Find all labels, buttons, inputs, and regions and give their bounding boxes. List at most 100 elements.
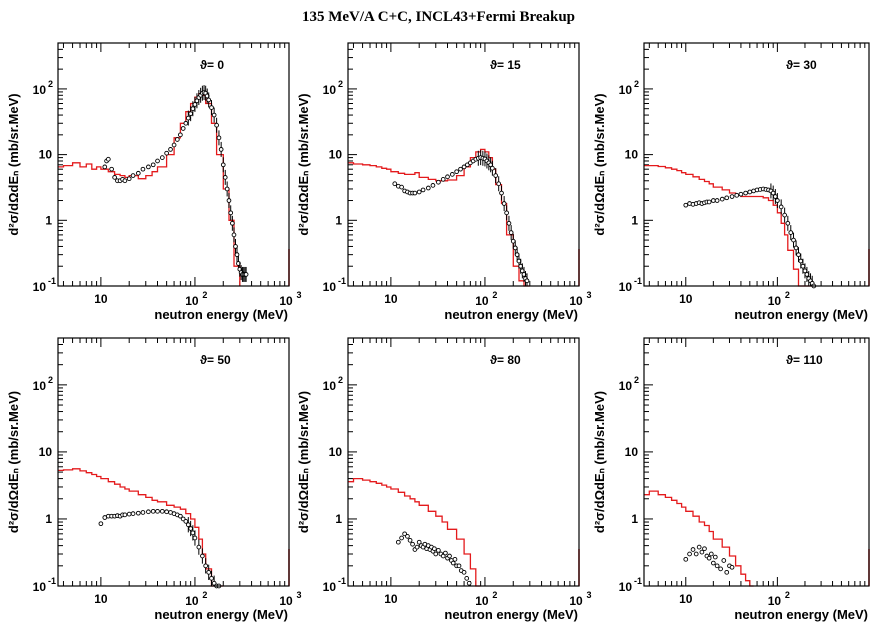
data-point [706, 555, 712, 561]
y-tick-label: 10 [329, 445, 343, 459]
data-point [416, 539, 422, 545]
y-tick-label: 1 [45, 512, 52, 526]
angle-label: ϑ= 110 [786, 353, 823, 367]
data-point [461, 164, 467, 170]
y-tick-exponent: 2 [48, 375, 53, 385]
data-point [690, 547, 696, 552]
data-point [168, 147, 173, 152]
x-axis-label: neutron energy (MeV) [734, 307, 868, 322]
data-point [178, 132, 183, 138]
x-tick-label: 10 [475, 594, 489, 608]
y-tick-label: 10 [619, 83, 633, 97]
data-point [140, 510, 146, 515]
plot-frame [57, 337, 290, 587]
data-point [150, 508, 156, 514]
x-tick-label: 10 [679, 292, 693, 306]
data-point [405, 534, 410, 539]
data-point [714, 563, 720, 569]
y-axis-label: d²σ/dΩdEₙ (mb/sr.MeV) [6, 391, 21, 533]
data-point [778, 204, 784, 210]
data-point [233, 244, 238, 249]
data-point [729, 564, 735, 570]
data-point [218, 147, 224, 152]
data-point [220, 162, 226, 168]
data-point [798, 258, 804, 264]
data-point [122, 178, 128, 184]
figure-title: 135 MeV/A C+C, INCL43+Fermi Breakup [301, 9, 576, 25]
y-tick-label: 1 [335, 512, 342, 526]
data-point [432, 546, 437, 552]
data-point [200, 553, 205, 559]
data-point [506, 220, 512, 226]
x-tick-exponent: 2 [785, 290, 790, 300]
data-point [135, 170, 141, 176]
data-point [105, 156, 111, 162]
data-point [793, 245, 799, 251]
data-point [211, 112, 217, 118]
y-tick-label: 1 [335, 213, 342, 227]
data-point [710, 198, 716, 203]
x-axis-label: neutron energy (MeV) [154, 607, 288, 622]
x-tick-label: 10 [768, 294, 782, 308]
data-point [436, 548, 441, 553]
x-axis-label: neutron energy (MeV) [734, 607, 868, 622]
data-point [719, 196, 725, 202]
x-tick-label: 10 [279, 294, 293, 308]
y-tick-label: 10 [323, 580, 337, 594]
data-point [159, 508, 165, 514]
x-tick-exponent: 2 [492, 290, 497, 300]
plot-frame [57, 42, 290, 287]
x-tick-label: 10 [475, 294, 489, 308]
data-point [228, 210, 234, 216]
data-point [699, 549, 705, 555]
data-point [420, 187, 426, 193]
data-point [454, 169, 459, 175]
data-point [490, 165, 495, 171]
x-tick-label: 10 [94, 292, 108, 306]
data-point [171, 142, 177, 148]
x-tick-exponent: 2 [785, 590, 790, 600]
data-point [214, 122, 219, 128]
data-point [188, 526, 193, 531]
y-tick-exponent: 2 [634, 375, 639, 385]
data-point [209, 576, 214, 581]
data-point [738, 191, 744, 197]
data-point [436, 179, 441, 185]
data-point [501, 201, 507, 206]
data-point [185, 115, 191, 121]
data-point [188, 111, 193, 117]
data-point [155, 508, 160, 514]
data-point [452, 556, 458, 562]
data-point [164, 509, 169, 515]
data-point [392, 181, 398, 187]
data-point [178, 513, 183, 519]
x-tick-label: 10 [279, 594, 293, 608]
data-point [231, 232, 237, 238]
data-point [708, 551, 714, 557]
data-point [196, 544, 202, 550]
data-point [430, 183, 436, 188]
y-tick-exponent: 2 [338, 375, 343, 385]
y-axis-label: d²σ/dΩdEₙ (mb/sr.MeV) [592, 391, 607, 533]
x-tick-exponent: 2 [492, 590, 497, 600]
model-histogram [644, 490, 754, 587]
data-point [510, 238, 516, 244]
data-point [458, 166, 463, 172]
x-axis-label: neutron energy (MeV) [154, 307, 288, 322]
data-point [185, 522, 191, 528]
data-point [130, 173, 136, 178]
y-tick-label: 10 [323, 379, 337, 393]
y-tick-exponent: -1 [338, 276, 346, 286]
data-point [729, 194, 735, 199]
data-point [712, 554, 718, 560]
plot-frame [643, 337, 870, 587]
data-point [192, 535, 198, 541]
data-point [499, 190, 504, 196]
y-tick-exponent: 2 [338, 79, 343, 89]
data-point [135, 510, 141, 516]
data-point [461, 569, 467, 575]
data-point [683, 202, 689, 208]
